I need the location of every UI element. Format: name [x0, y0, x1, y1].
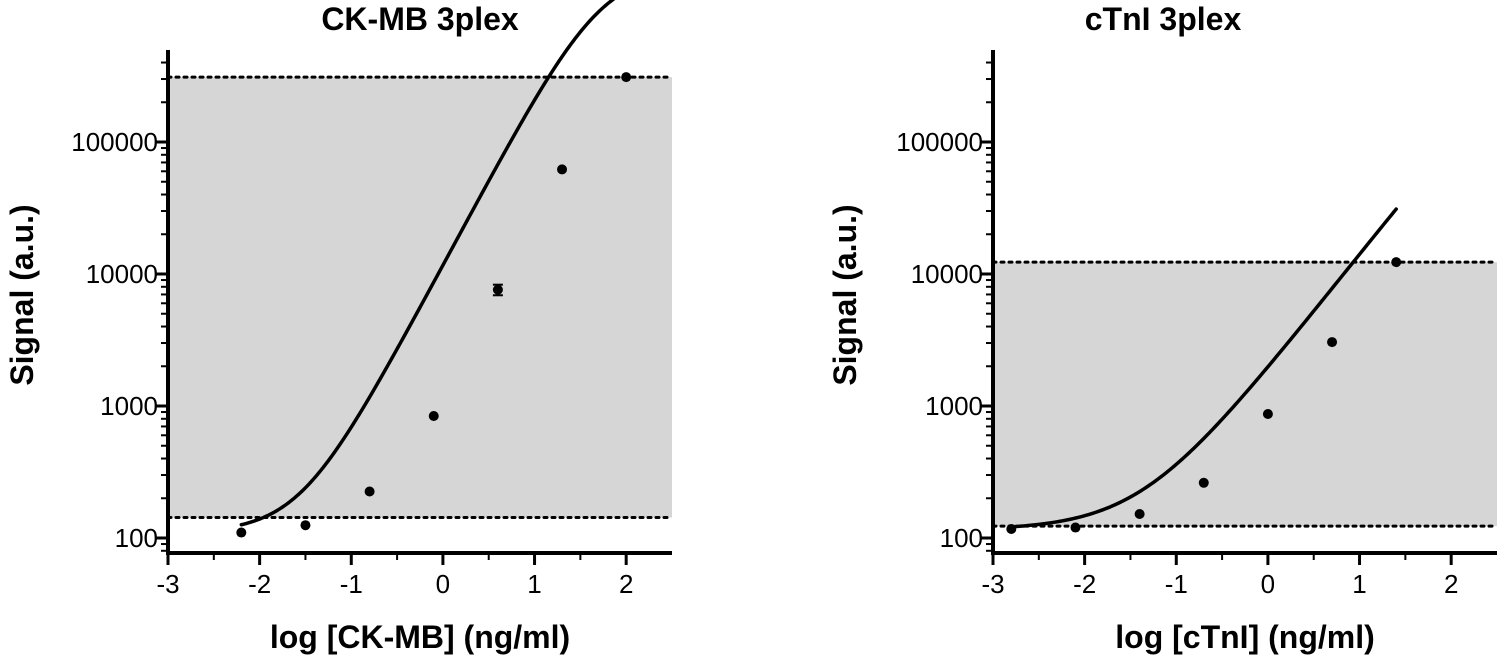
- y-tick-label: 100000: [71, 127, 158, 157]
- x-tick-label: -1: [1165, 569, 1188, 599]
- x-tick-label: 2: [619, 569, 633, 599]
- x-tick-label: -2: [1073, 569, 1096, 599]
- y-tick-label: 100: [115, 523, 158, 553]
- data-point: [1262, 408, 1273, 419]
- chart-title: cTnI 3plex: [1085, 1, 1242, 37]
- data-point: [1198, 477, 1209, 488]
- x-tick-label: -3: [156, 569, 179, 599]
- x-tick-label: 0: [436, 569, 450, 599]
- x-tick-label: 0: [1261, 569, 1275, 599]
- x-tick-label: -1: [340, 569, 363, 599]
- chart-panel-ctni: cTnI 3plex log [cTnI] (ng/ml) Signal (a.…: [827, 1, 1499, 655]
- data-point: [364, 486, 375, 497]
- y-tick-label: 1000: [100, 391, 158, 421]
- data-point: [1391, 257, 1402, 268]
- fit-curve: [239, 0, 616, 527]
- y-tick-label: 100: [940, 523, 983, 553]
- x-tick-label: 1: [527, 569, 541, 599]
- data-point: [300, 520, 311, 531]
- data-point: [1327, 337, 1338, 348]
- data-point: [1006, 523, 1017, 534]
- data-point: [1070, 522, 1081, 533]
- x-tick-label: 2: [1444, 569, 1458, 599]
- y-axis-label: Signal (a.u.): [4, 204, 40, 385]
- y-axis-label: Signal (a.u.): [827, 204, 863, 385]
- x-axis-label: log [cTnI] (ng/ml): [1115, 619, 1375, 655]
- x-tick-label: 1: [1352, 569, 1366, 599]
- fit-curve: [1009, 207, 1398, 529]
- y-tick-label: 10000: [86, 259, 158, 289]
- x-tick-label: -3: [981, 569, 1004, 599]
- data-point: [236, 527, 247, 538]
- y-tick-label: 10000: [911, 259, 983, 289]
- chart-title: CK-MB 3plex: [321, 1, 519, 37]
- shaded-range: [168, 77, 672, 518]
- data-point: [1134, 508, 1145, 519]
- y-tick-label: 1000: [925, 391, 983, 421]
- x-tick-label: -2: [248, 569, 271, 599]
- x-axis-label: log [CK-MB] (ng/ml): [270, 619, 570, 655]
- data-point: [621, 72, 632, 83]
- y-tick-label: 100000: [896, 127, 983, 157]
- data-point: [428, 410, 439, 421]
- chart-panel-ckmb: CK-MB 3plex log [CK-MB] (ng/ml) Signal (…: [4, 0, 674, 655]
- data-point: [557, 164, 568, 175]
- data-point: [492, 284, 503, 295]
